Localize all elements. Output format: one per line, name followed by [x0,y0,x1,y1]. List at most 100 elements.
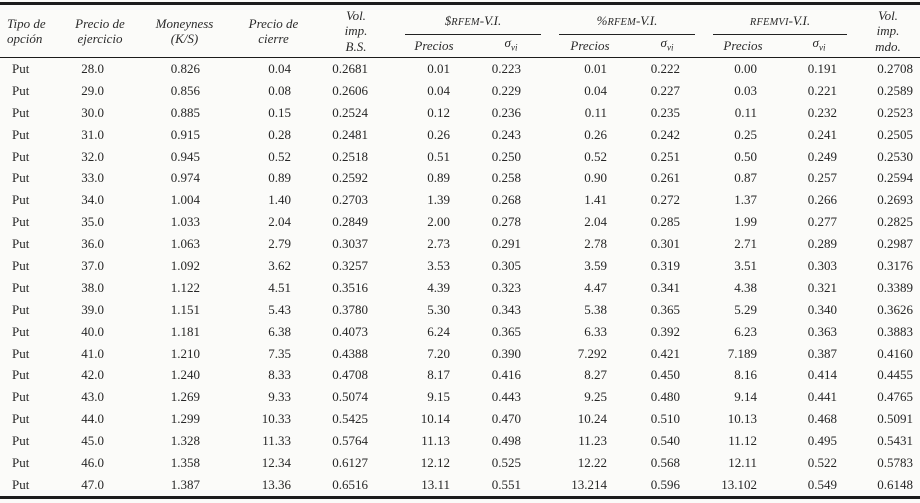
group-suffix: -V.I. [788,13,811,28]
table-row: Put 33.0 0.974 0.89 0.2592 0.89 0.258 0.90 0.261… [0,167,920,189]
table-row: Put 28.0 0.826 0.04 0.2681 0.01 0.223 0.01 0.222… [0,58,920,80]
table-cell: 6.33 [584,323,607,339]
table-cell: 1.122 [170,279,200,295]
table-cell: 0.52 [584,148,607,164]
table-row: Put 30.0 0.885 0.15 0.2524 0.12 0.236 0.11 0.235… [0,102,920,124]
table-cell: 45.0 [81,433,104,449]
table-cell: 0.305 [491,257,521,273]
subheader-sigma-vi: σvi [660,35,674,53]
table-cell: 4.47 [584,279,607,295]
table-cell: 1.269 [170,389,200,405]
subheader-precios: Precios [414,38,454,53]
table-cell: Put [12,104,30,120]
table-row: Put 45.0 1.328 11.33 0.5764 11.13 0.498 11.23 0.… [0,430,920,452]
table-cell: 0.2594 [877,170,913,186]
table-cell: 0.289 [807,236,837,252]
table-cell: 3.59 [584,257,607,273]
table-cell: 0.365 [491,323,521,339]
table-cell: 0.26 [584,126,607,142]
table-cell: Put [12,279,30,295]
table-cell: 1.39 [427,192,450,208]
table-cell: 0.251 [650,148,680,164]
table-cell: 0.2589 [877,82,913,98]
table-cell: 12.22 [577,454,607,470]
table-cell: 0.390 [491,345,521,361]
table-cell: 0.365 [650,301,680,317]
table-row: Put 40.0 1.181 6.38 0.4073 6.24 0.365 6.33 0.392… [0,321,920,343]
table-cell: 0.191 [807,60,837,76]
table-cell: 0.28 [268,126,291,142]
table-cell: 2.04 [268,214,291,230]
table-cell: 0.321 [807,279,837,295]
table-cell: 0.04 [427,82,450,98]
table-cell: 0.319 [650,257,680,273]
table-cell: 0.229 [491,82,521,98]
table-cell: 0.392 [650,323,680,339]
table-cell: 13.36 [261,476,291,492]
table-cell: 0.323 [491,279,521,295]
table-cell: 1.99 [734,214,757,230]
table-cell: 0.232 [807,104,837,120]
header-vol-imp-bs: Vol. imp. B.S. [344,7,368,54]
table-cell: 0.266 [807,192,837,208]
table-cell: 8.16 [734,367,757,383]
table-cell: 33.0 [81,170,104,186]
table-cell: 13.11 [421,476,450,492]
table-cell: 2.04 [584,214,607,230]
table-cell: 0.468 [807,411,837,427]
table-cell: 0.2518 [332,148,368,164]
table-cell: 0.12 [427,104,450,120]
table-cell: 3.51 [734,257,757,273]
table-cell: 0.974 [170,170,200,186]
table-row: Put 41.0 1.210 7.35 0.4388 7.20 0.390 7.292 0.42… [0,343,920,365]
table-cell: 37.0 [81,257,104,273]
table-cell: 0.540 [650,433,680,449]
table-body: Put 28.0 0.826 0.04 0.2681 0.01 0.223 0.01 0.222… [0,58,920,498]
table-cell: 0.6516 [332,476,368,492]
table-cell: Put [12,60,30,76]
table-cell: 0.3257 [332,257,368,273]
table-cell: 0.470 [491,411,521,427]
table-cell: 11.33 [262,433,291,449]
table-cell: 10.13 [727,411,757,427]
table-cell: 12.12 [420,454,450,470]
table-cell: 0.241 [807,126,837,142]
table-cell: 1.41 [584,192,607,208]
table-cell: 0.90 [584,170,607,186]
table-cell: 4.38 [734,279,757,295]
table-cell: Put [12,433,30,449]
table-cell: 0.2606 [332,82,368,98]
table-cell: 46.0 [81,454,104,470]
header-precio-cierre: Precio de cierre [248,15,299,47]
table-row: Put 34.0 1.004 1.40 0.2703 1.39 0.268 1.41 0.272… [0,189,920,211]
group-acronym: RFEM [607,17,636,28]
table-cell: 0.278 [491,214,521,230]
table-cell: 0.510 [650,411,680,427]
table-cell: 0.3883 [877,323,913,339]
table-row: Put 44.0 1.299 10.33 0.5425 10.14 0.470 10.24 0.… [0,408,920,430]
table-cell: 1.004 [170,192,200,208]
header-precio-ejercicio: Precio de ejercicio [75,15,125,47]
table-cell: 0.4708 [332,367,368,383]
table-cell: 0.5783 [877,454,913,470]
table-cell: 0.2681 [332,60,368,76]
table-cell: Put [12,345,30,361]
table-cell: 0.480 [650,389,680,405]
table-cell: 9.15 [427,389,450,405]
table-cell: 0.277 [807,214,837,230]
table-row: Put 38.0 1.122 4.51 0.3516 4.39 0.323 4.47 0.341… [0,277,920,299]
table-cell: 4.39 [427,279,450,295]
table-cell: 9.14 [734,389,757,405]
table-cell: 10.33 [261,411,291,427]
table-cell: 0.450 [650,367,680,383]
table-cell: 28.0 [81,60,104,76]
table-cell: 0.2708 [877,60,913,76]
table-cell: 0.421 [650,345,680,361]
table-cell: 0.2693 [877,192,913,208]
subheader-sigma-vi: σvi [812,35,826,53]
table-cell: 0.221 [807,82,837,98]
table-cell: 0.340 [807,301,837,317]
table-cell: 4.51 [268,279,291,295]
subheader-sigma-vi: σvi [504,35,518,53]
group-suffix: -V.I. [635,13,658,28]
